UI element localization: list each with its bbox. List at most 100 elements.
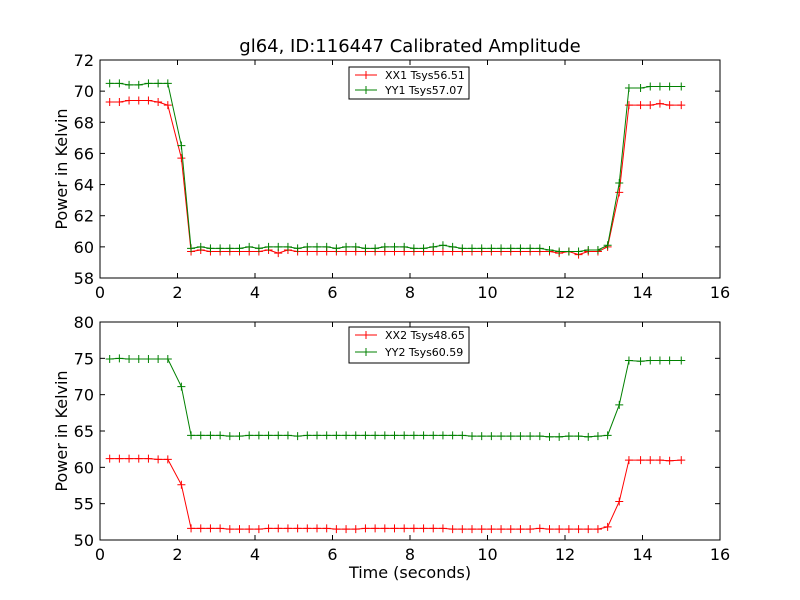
y-tick-label: 62	[74, 207, 94, 226]
data-point	[342, 242, 351, 251]
y-tick-label: 60	[74, 458, 94, 477]
legend: XX2 Tsys48.65 YY2 Tsys60.59	[348, 326, 470, 364]
data-point	[497, 432, 506, 441]
data-point	[400, 242, 409, 251]
y-axis-label: Power in Kelvin	[52, 370, 71, 491]
data-point	[144, 355, 153, 364]
data-point	[655, 99, 664, 108]
data-point	[342, 525, 351, 534]
data-point	[274, 431, 283, 440]
data-point	[564, 247, 573, 256]
data-point	[526, 525, 535, 534]
data-point	[448, 431, 457, 440]
data-point	[216, 244, 225, 253]
y-tick-label: 60	[74, 238, 94, 257]
data-point	[351, 431, 360, 440]
x-tick-label: 8	[405, 545, 415, 564]
data-point	[506, 432, 515, 441]
data-point	[264, 242, 273, 251]
data-point	[134, 80, 143, 89]
data-point	[254, 244, 263, 253]
data-point	[105, 79, 114, 88]
data-point	[535, 244, 544, 253]
data-point	[303, 242, 312, 251]
y-tick-label: 72	[74, 51, 94, 70]
data-point	[646, 356, 655, 365]
data-point	[225, 244, 234, 253]
data-point	[371, 431, 380, 440]
data-point	[125, 80, 134, 89]
data-point	[264, 524, 273, 533]
x-tick-label: 10	[477, 283, 497, 302]
data-point	[254, 525, 263, 534]
data-point	[163, 355, 172, 364]
data-point	[163, 79, 172, 88]
data-point	[516, 244, 525, 253]
data-point	[187, 431, 196, 440]
data-point	[293, 244, 302, 253]
data-point	[154, 455, 163, 464]
data-point	[196, 524, 205, 533]
data-point	[105, 98, 114, 107]
data-point	[206, 431, 215, 440]
y-tick-label: 68	[74, 113, 94, 132]
data-point	[593, 525, 602, 534]
legend-label: YY1 Tsys57.07	[384, 84, 463, 97]
y-tick-label: 65	[74, 422, 94, 441]
data-point	[584, 245, 593, 254]
data-point	[468, 525, 476, 534]
series-2	[105, 354, 686, 441]
data-point	[303, 524, 312, 533]
data-point	[497, 525, 506, 534]
data-point	[313, 431, 321, 440]
data-point	[361, 431, 370, 440]
legend-marker	[362, 331, 370, 339]
data-point	[429, 431, 438, 440]
data-point	[409, 244, 418, 253]
data-point	[322, 431, 331, 440]
data-point	[615, 179, 624, 188]
data-point	[487, 525, 496, 534]
data-point	[115, 98, 124, 107]
data-point	[636, 84, 645, 93]
legend-label: XX2 Tsys48.65	[385, 329, 465, 342]
chart-title: gl64, ID:116447 Calibrated Amplitude	[239, 36, 580, 57]
data-point	[303, 431, 312, 440]
data-point	[206, 244, 215, 253]
data-point	[615, 400, 624, 409]
data-point	[225, 525, 234, 534]
data-point	[177, 480, 186, 489]
data-point	[677, 456, 686, 465]
data-point	[380, 431, 389, 440]
data-point	[125, 355, 134, 364]
data-point	[516, 432, 525, 441]
data-point	[677, 356, 686, 365]
data-point	[655, 82, 664, 91]
data-point	[615, 188, 624, 197]
data-point	[293, 432, 302, 441]
data-point	[677, 82, 686, 91]
data-point	[187, 244, 196, 253]
data-point	[235, 432, 244, 441]
data-point	[574, 432, 583, 441]
data-point	[351, 242, 360, 251]
data-point	[216, 431, 225, 440]
data-point	[177, 141, 186, 150]
data-point	[390, 431, 399, 440]
x-tick-label: 2	[172, 545, 182, 564]
data-point	[438, 241, 447, 250]
data-point	[245, 525, 254, 534]
data-point	[593, 432, 602, 441]
data-point	[468, 432, 476, 441]
data-point	[390, 242, 399, 251]
data-point	[332, 244, 341, 253]
x-tick-label: 16	[710, 283, 730, 302]
x-tick-label: 6	[327, 283, 337, 302]
data-point	[468, 244, 476, 253]
data-point	[322, 524, 331, 533]
data-point	[274, 242, 283, 251]
y-tick-label: 70	[74, 82, 94, 101]
data-point	[409, 524, 418, 533]
